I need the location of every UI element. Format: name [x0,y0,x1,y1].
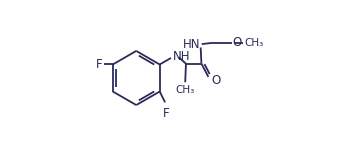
Text: O: O [232,36,242,49]
Text: F: F [95,58,102,71]
Text: O: O [211,74,221,87]
Text: CH₃: CH₃ [176,85,195,95]
Text: NH: NH [173,50,190,63]
Text: F: F [163,107,170,120]
Text: CH₃: CH₃ [244,38,263,48]
Text: HN: HN [182,38,200,51]
